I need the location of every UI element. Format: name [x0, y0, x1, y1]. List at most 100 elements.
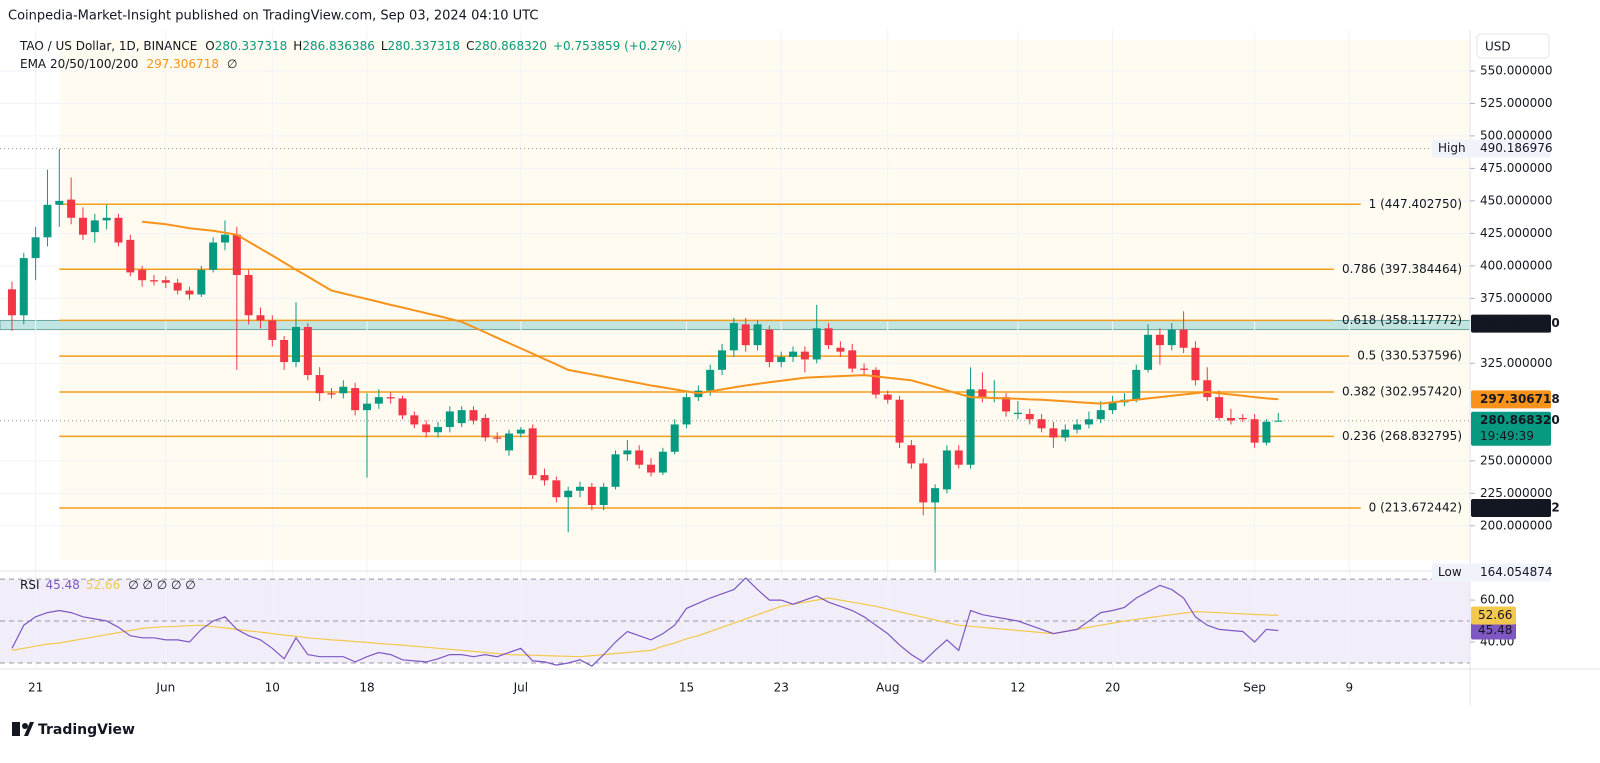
candle-body: [931, 488, 940, 503]
candle-body: [895, 399, 904, 443]
y-tick-label: 400.000000: [1480, 258, 1553, 272]
candle-body: [789, 351, 798, 357]
price-tag-label: 213.672442: [1480, 501, 1560, 515]
candle-body: [954, 450, 963, 465]
candle-body: [256, 315, 265, 321]
candle-body: [457, 410, 466, 424]
candle-body: [422, 424, 431, 433]
publisher: Coinpedia-Market-Insight published on Tr…: [8, 9, 538, 24]
candle-body: [658, 451, 667, 473]
rsi-tag-label: 52.66: [1478, 608, 1512, 622]
candle-body: [7, 289, 16, 316]
x-tick-label: 21: [28, 681, 43, 695]
candle-body: [741, 324, 750, 346]
ema-label: EMA 20/50/100/200: [20, 57, 138, 71]
candle-body: [966, 389, 975, 465]
candle-body: [1274, 420, 1283, 422]
candle-body: [682, 397, 691, 425]
y-tick-label: 225.000000: [1480, 486, 1553, 500]
symbol: TAO / US Dollar, 1D, BINANCE: [19, 39, 197, 53]
rsi-legend-value: 45.48: [46, 578, 80, 592]
candle-body: [765, 329, 774, 363]
candle-body: [138, 269, 147, 281]
logo-bar: [12, 722, 20, 736]
candle-body: [1013, 412, 1022, 415]
candle-body: [114, 217, 123, 243]
candle-body: [907, 445, 916, 464]
candle-body: [126, 239, 135, 273]
price-tag-label: 164.054874: [1480, 565, 1553, 579]
ohlc-value: 280.868320: [474, 39, 547, 53]
candle-body: [1037, 419, 1046, 429]
candle-body: [670, 424, 679, 452]
ema-value: 297.306718: [146, 57, 219, 71]
price-tag: [1432, 139, 1551, 158]
currency-button[interactable]: [1476, 33, 1550, 59]
rsi-row: RSI 45.48 52.66 ∅ ∅ ∅ ∅ ∅: [20, 578, 196, 592]
candle-body: [706, 369, 715, 391]
ohlc-label: H: [293, 39, 302, 53]
candle-body: [232, 234, 241, 275]
y-tick-label: 250.000000: [1480, 453, 1553, 467]
candle-body: [540, 475, 549, 481]
candle-body: [1215, 397, 1224, 418]
candle-body: [268, 320, 277, 340]
rsi-icons: ∅ ∅ ∅ ∅ ∅: [128, 578, 196, 592]
candle-body: [1084, 419, 1093, 425]
x-tick-label: Sep: [1243, 681, 1266, 695]
x-tick-label: 23: [774, 681, 789, 695]
price-tag-name: Low: [1438, 565, 1462, 579]
candle-body: [1238, 417, 1247, 420]
price-tag-label: 355.591540: [1480, 316, 1560, 330]
candle-body: [599, 486, 608, 506]
candle-body: [753, 324, 762, 346]
candle-body: [209, 242, 218, 270]
fib-label: 0.5 (330.537596): [1357, 349, 1462, 363]
price-tag-name: High: [1438, 141, 1466, 155]
candle-body: [386, 397, 395, 399]
ohlc-label: C: [466, 39, 474, 53]
candle-body: [173, 282, 182, 291]
currency[interactable]: USD: [1485, 40, 1511, 54]
price-tag-label: 297.306718: [1480, 392, 1560, 406]
ohlc-label: O: [205, 39, 214, 53]
candle-body: [576, 486, 585, 491]
candle-body: [729, 323, 738, 351]
fib-label: 0 (213.672442): [1369, 501, 1462, 515]
candle-body: [1049, 428, 1058, 438]
candle-body: [410, 415, 419, 425]
candle-body: [303, 326, 312, 376]
candle-body: [280, 339, 289, 363]
candle-body: [481, 417, 490, 438]
fib-label: 0.618 (358.117772): [1342, 313, 1462, 327]
candle-body: [1226, 417, 1235, 421]
rsi-line: [11, 577, 1279, 667]
candle-body: [197, 269, 206, 295]
candle-body: [67, 199, 76, 218]
x-tick-label: Aug: [876, 681, 899, 695]
logo-dot: [22, 723, 28, 729]
candle-body: [1025, 414, 1034, 420]
footer: TradingView: [12, 722, 135, 738]
x-tick-label: 20: [1105, 681, 1120, 695]
rsi-tag: [1471, 621, 1516, 640]
plot: 1 (447.402750) 0.786 (397.384464) 0.618 (3…: [0, 148, 1470, 667]
candle-body: [43, 204, 52, 238]
y-tick-label: 450.000000: [1480, 193, 1553, 207]
candle-body: [611, 454, 620, 487]
candle-body: [1061, 429, 1070, 438]
header: Coinpedia-Market-Insight published on Tr…: [8, 9, 682, 592]
y-tick-label: 375.000000: [1480, 291, 1553, 305]
candle-body: [883, 394, 892, 400]
candle-body: [1203, 380, 1212, 398]
backgrounds: [0, 40, 1471, 663]
candle-body: [90, 220, 99, 233]
fib-area: [60, 40, 1470, 560]
x-tick-label: Jul: [513, 681, 528, 695]
candle-body: [587, 486, 596, 506]
candle-body: [1155, 334, 1164, 346]
fib-label: 0.236 (268.832795): [1342, 429, 1462, 443]
candle-body: [1167, 329, 1176, 346]
candle-body: [1262, 421, 1271, 443]
